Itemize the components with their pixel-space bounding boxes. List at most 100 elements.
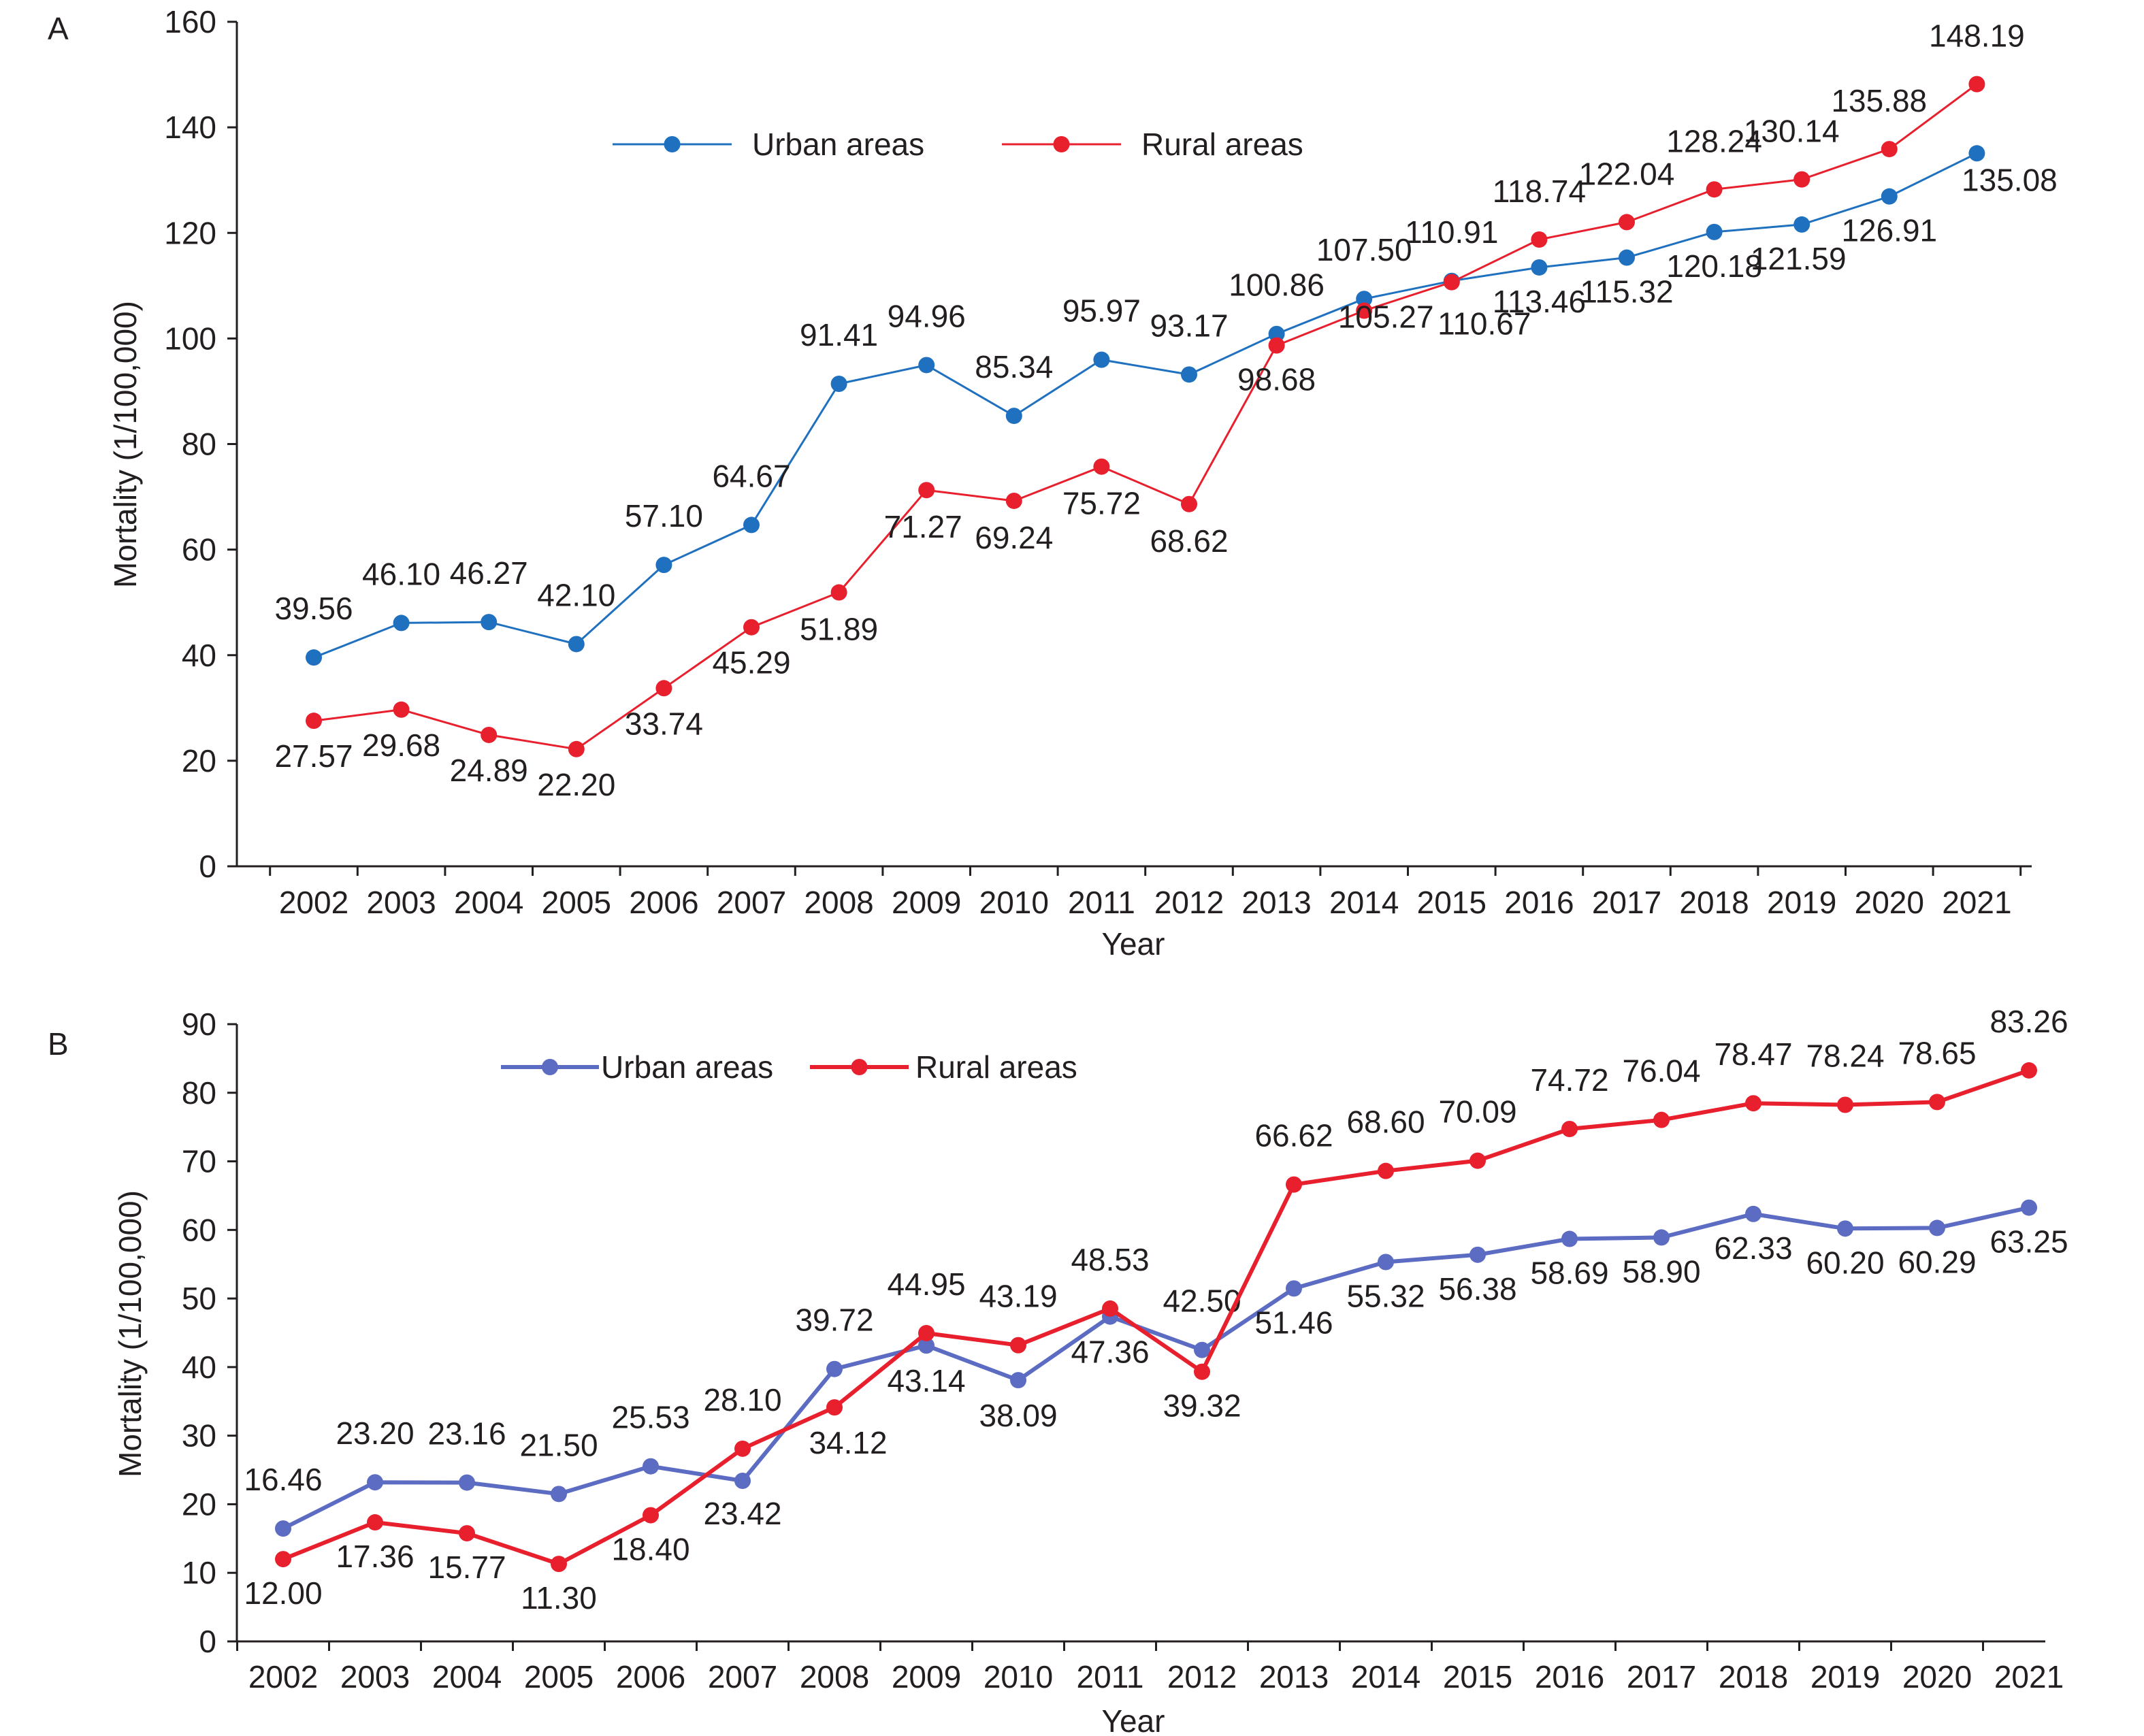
data-point bbox=[306, 713, 322, 730]
y-tick-label: 60 bbox=[182, 532, 216, 568]
data-label: 100.86 bbox=[1229, 267, 1325, 303]
x-tick-label: 2005 bbox=[524, 1659, 594, 1694]
y-tick-label: 100 bbox=[164, 321, 216, 356]
y-tick-label: 160 bbox=[164, 4, 216, 39]
data-label: 148.19 bbox=[1929, 18, 2025, 54]
data-label: 29.68 bbox=[362, 727, 440, 763]
data-point bbox=[1469, 1246, 1486, 1263]
data-point bbox=[1968, 145, 1985, 162]
y-tick-label: 70 bbox=[182, 1144, 216, 1179]
data-label: 57.10 bbox=[625, 498, 703, 534]
x-tick-label: 2016 bbox=[1535, 1659, 1604, 1694]
data-label: 58.90 bbox=[1622, 1254, 1700, 1289]
data-point bbox=[1010, 1372, 1026, 1389]
data-point bbox=[1286, 1280, 1302, 1297]
data-label: 122.04 bbox=[1579, 156, 1675, 191]
data-label: 94.96 bbox=[888, 298, 966, 333]
data-point bbox=[1181, 366, 1197, 383]
data-label: 21.50 bbox=[519, 1427, 598, 1462]
data-label: 23.42 bbox=[703, 1496, 781, 1531]
x-tick-label: 2020 bbox=[1902, 1659, 1972, 1694]
data-point bbox=[1837, 1096, 1853, 1113]
data-label: 46.27 bbox=[450, 555, 528, 591]
data-point bbox=[1005, 492, 1022, 509]
data-point bbox=[1356, 302, 1373, 319]
data-label: 15.77 bbox=[427, 1550, 506, 1585]
x-tick-label: 2002 bbox=[248, 1659, 318, 1694]
y-tick-label: 20 bbox=[182, 743, 216, 779]
data-label: 48.53 bbox=[1071, 1242, 1149, 1277]
data-label: 22.20 bbox=[537, 767, 615, 802]
x-tick-label: 2020 bbox=[1855, 885, 1924, 920]
data-point bbox=[743, 517, 760, 534]
data-label: 43.14 bbox=[887, 1363, 965, 1398]
data-point bbox=[1881, 188, 1898, 205]
y-tick-label: 50 bbox=[182, 1281, 216, 1316]
legend-marker bbox=[542, 1059, 558, 1075]
data-point bbox=[1378, 1162, 1394, 1179]
legend-label: Rural areas bbox=[915, 1049, 1077, 1085]
legend-label: Urban areas bbox=[601, 1049, 773, 1085]
data-point bbox=[1194, 1363, 1210, 1380]
data-point bbox=[551, 1486, 567, 1503]
series-line bbox=[282, 1205, 2030, 1530]
data-label: 34.12 bbox=[809, 1425, 887, 1460]
x-axis-title: Year bbox=[1102, 926, 1165, 962]
data-point bbox=[1443, 274, 1460, 291]
y-tick-label: 30 bbox=[182, 1418, 216, 1454]
y-tick-label: 10 bbox=[182, 1555, 216, 1590]
y-tick-label: 0 bbox=[199, 1624, 216, 1659]
data-point bbox=[1268, 325, 1285, 342]
series-rural-areas: 12.00 17.36 15.77 11.30 18.40 28.10 34.12 44.95… bbox=[244, 1004, 2068, 1616]
y-tick-label: 0 bbox=[199, 849, 216, 884]
data-label: 43.19 bbox=[979, 1279, 1057, 1314]
x-axis-title: Year bbox=[1102, 1703, 1165, 1736]
y-tick-label: 80 bbox=[182, 1075, 216, 1111]
series-line bbox=[282, 1068, 2030, 1567]
data-label: 44.95 bbox=[887, 1266, 965, 1302]
data-point bbox=[1745, 1205, 1761, 1222]
data-point bbox=[551, 1556, 567, 1573]
x-tick-label: 2021 bbox=[1994, 1659, 2064, 1694]
series-line bbox=[313, 152, 1978, 659]
data-point bbox=[1619, 214, 1635, 231]
data-label: 56.38 bbox=[1438, 1271, 1516, 1307]
data-label: 135.08 bbox=[1962, 162, 2058, 197]
data-point bbox=[459, 1525, 475, 1542]
x-tick-label: 2021 bbox=[1942, 885, 2011, 920]
panel-label: A bbox=[48, 11, 69, 46]
series-rural-areas: 27.57 29.68 24.89 22.20 33.74 45.29 51.89 71.27… bbox=[274, 18, 2024, 802]
data-point bbox=[1010, 1337, 1026, 1354]
data-point bbox=[1093, 458, 1110, 475]
data-label: 71.27 bbox=[884, 509, 962, 544]
data-point bbox=[1561, 1230, 1578, 1247]
data-label: 39.72 bbox=[795, 1303, 873, 1338]
x-tick-label: 2003 bbox=[340, 1659, 410, 1694]
data-point bbox=[1793, 171, 1810, 188]
data-point bbox=[1706, 223, 1723, 240]
y-tick-label: 40 bbox=[182, 638, 216, 673]
legend-item-rural-areas: Rural areas bbox=[1002, 127, 1303, 162]
data-point bbox=[918, 482, 935, 499]
data-point bbox=[918, 1337, 935, 1354]
panel-a: A 0 20 40 60 80 100 120 140 160 2002 2003 2004 2005 20… bbox=[48, 4, 2058, 962]
data-label: 39.32 bbox=[1163, 1388, 1241, 1424]
data-point bbox=[830, 376, 847, 393]
data-point bbox=[1005, 408, 1022, 425]
x-tick-label: 2007 bbox=[717, 885, 786, 920]
data-point bbox=[367, 1474, 383, 1491]
x-tick-label: 2018 bbox=[1679, 885, 1749, 920]
data-point bbox=[918, 1325, 935, 1342]
data-point bbox=[826, 1360, 843, 1377]
x-tick-label: 2019 bbox=[1767, 885, 1836, 920]
legend-marker bbox=[664, 136, 681, 152]
x-tick-label: 2012 bbox=[1154, 885, 1224, 920]
data-label: 18.40 bbox=[611, 1532, 689, 1567]
x-tick-label: 2015 bbox=[1443, 1659, 1512, 1694]
x-tick-label: 2006 bbox=[616, 1659, 685, 1694]
data-point bbox=[918, 357, 935, 374]
data-point bbox=[1881, 141, 1898, 158]
data-point bbox=[367, 1514, 383, 1531]
x-tick-label: 2003 bbox=[366, 885, 436, 920]
legend-marker bbox=[1053, 136, 1070, 152]
